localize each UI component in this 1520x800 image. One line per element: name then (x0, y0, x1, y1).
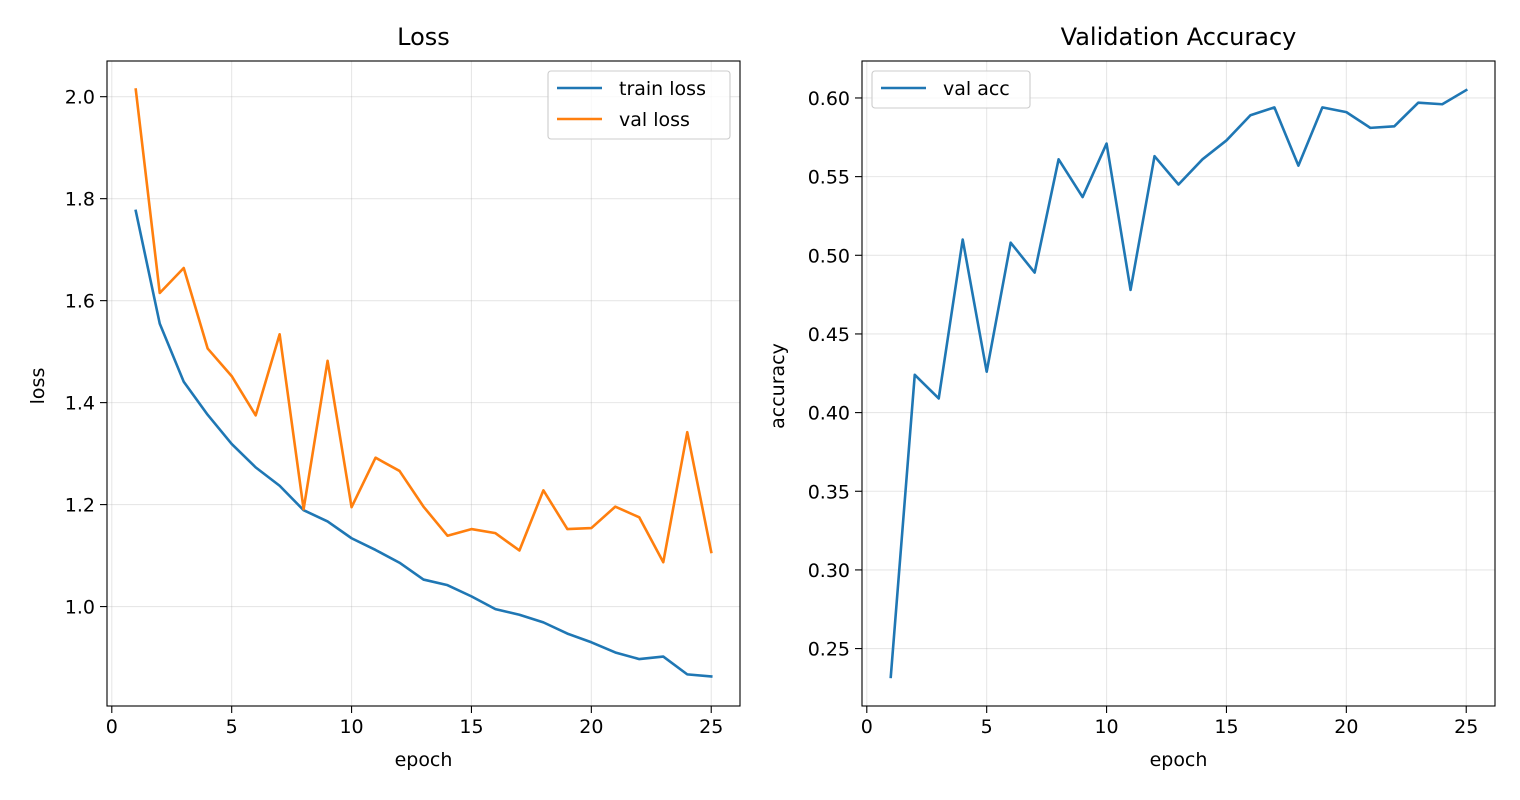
acc-y-tick-label: 0.60 (808, 88, 850, 110)
acc-y-tick-label: 0.35 (808, 481, 850, 503)
loss-x-tick-label: 15 (459, 716, 483, 738)
loss-y-tick-label: 1.8 (65, 189, 95, 211)
acc-y-tick-label: 0.55 (808, 167, 850, 189)
accuracy-chart: 0 5 10 15 20 25 0.250.300.350.400.450.500.550… (767, 23, 1496, 771)
loss-series-line-train-loss (134, 209, 713, 678)
loss-legend-label-val: val loss (619, 109, 690, 131)
loss-y-tick-label: 1.4 (65, 393, 95, 415)
loss-y-tick-label: 2.0 (65, 87, 95, 109)
acc-legend-box (871, 70, 1031, 109)
loss-x-axis-label: epoch (395, 749, 453, 771)
loss-chart: 0 5 10 15 20 25 1.0 1.2 1.4 1.6 1.8 2.0 Loss epoch… (27, 23, 741, 771)
acc-grid (862, 61, 1495, 706)
acc-series-line-val-acc (889, 88, 1469, 679)
acc-y-tick-label: 0.25 (808, 639, 850, 661)
acc-x-tick-label: 15 (1214, 716, 1238, 738)
loss-y-tick-label: 1.0 (65, 597, 95, 619)
acc-x-tick-label: 0 (861, 716, 873, 738)
loss-x-tick-label: 5 (226, 716, 238, 738)
acc-y-tick-label: 0.40 (808, 403, 850, 425)
acc-legend-label: val acc (943, 78, 1010, 100)
loss-legend: train loss val loss (547, 70, 731, 140)
acc-x-ticks: 0 5 10 15 20 25 (861, 706, 1478, 738)
loss-y-ticks: 1.0 1.2 1.4 1.6 1.8 2.0 (65, 87, 107, 619)
loss-x-tick-label: 0 (106, 716, 118, 738)
loss-plot-frame (106, 60, 741, 707)
acc-y-tick-label: 0.30 (808, 560, 850, 582)
acc-y-tick-label: 0.50 (808, 245, 850, 267)
acc-y-ticks: 0.25 0.30 0.35 0.40 0.45 0.50 0.55 0.60 (808, 88, 862, 661)
acc-y-axis-label: accuracy (767, 343, 789, 429)
loss-y-tick-label: 1.2 (65, 495, 95, 517)
loss-chart-title: Loss (397, 23, 450, 51)
loss-series-line-val-loss (134, 88, 713, 564)
acc-x-tick-label: 25 (1454, 716, 1478, 738)
loss-grid (107, 61, 740, 706)
acc-x-tick-label: 5 (981, 716, 993, 738)
loss-series-layer (134, 88, 713, 678)
acc-x-axis-label: epoch (1150, 749, 1208, 771)
loss-y-tick-label: 1.6 (65, 291, 95, 313)
acc-y-tick-label: 0.45 (808, 324, 850, 346)
loss-x-tick-label: 10 (339, 716, 363, 738)
loss-x-tick-label: 20 (579, 716, 603, 738)
acc-x-tick-label: 10 (1094, 716, 1118, 738)
acc-chart-title: Validation Accuracy (1061, 23, 1297, 51)
acc-series-layer (889, 88, 1469, 679)
acc-legend: val acc (871, 70, 1031, 109)
loss-x-tick-label: 25 (699, 716, 723, 738)
loss-y-axis-label: loss (27, 368, 49, 405)
acc-x-tick-label: 20 (1334, 716, 1358, 738)
acc-plot-frame (861, 60, 1496, 707)
loss-legend-label-train: train loss (619, 78, 706, 100)
loss-x-ticks: 0 5 10 15 20 25 (106, 706, 723, 738)
